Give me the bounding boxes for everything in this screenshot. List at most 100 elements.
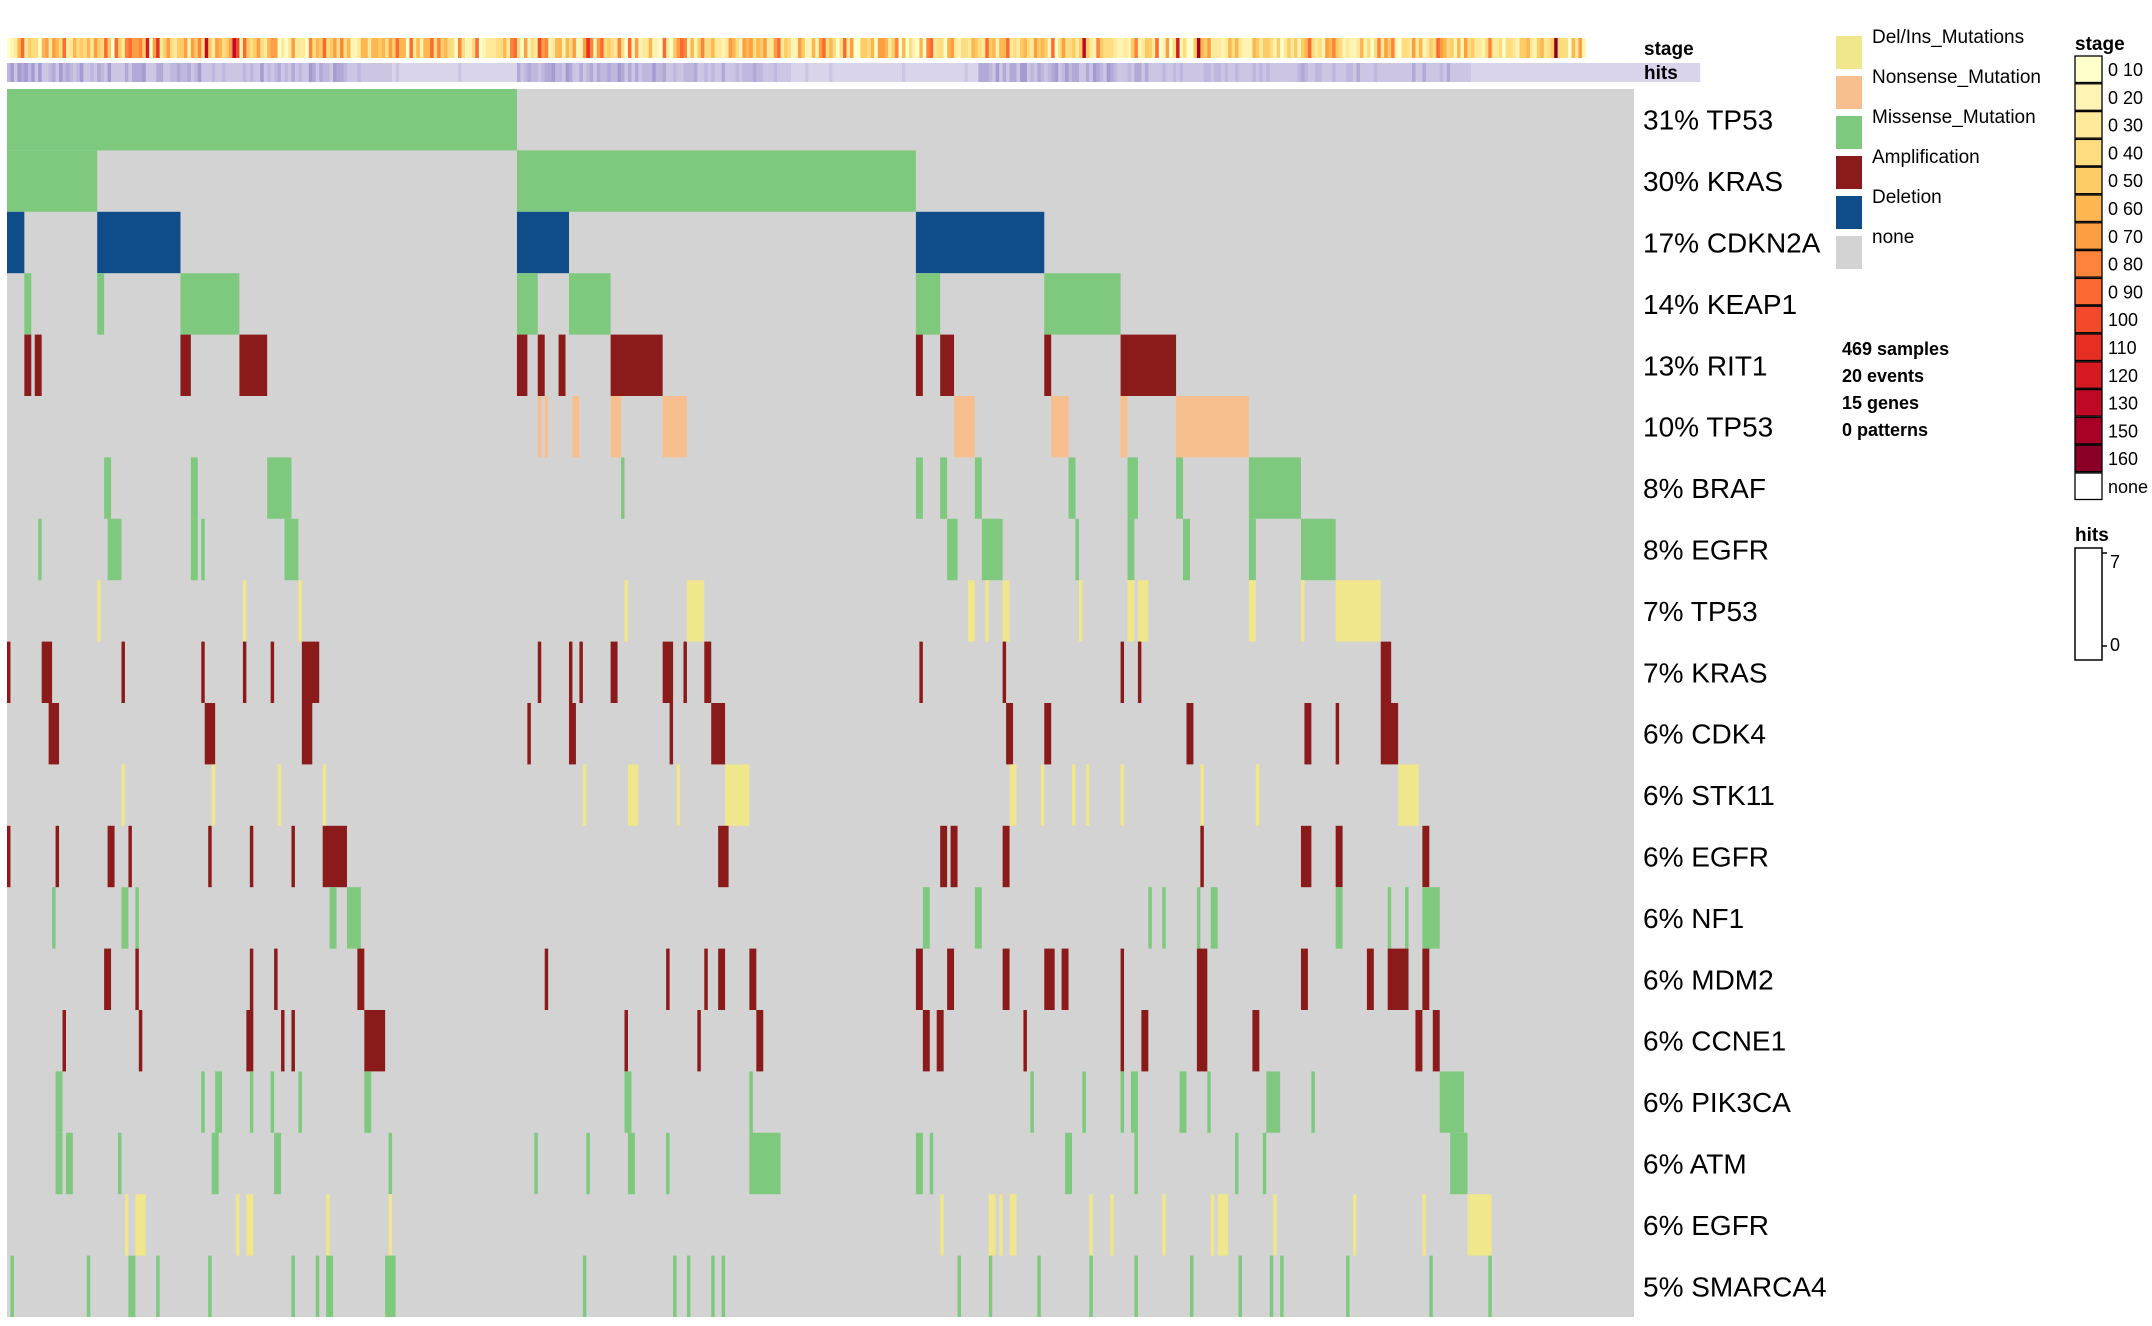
hits-cell	[1464, 63, 1468, 82]
hits-cell	[721, 63, 726, 82]
hits-cell	[752, 63, 757, 82]
matrix-cell	[1273, 1194, 1277, 1256]
stage-cell	[1030, 38, 1035, 58]
matrix-cell	[1422, 948, 1430, 1010]
stage-cell	[274, 38, 278, 58]
hits-cell	[1550, 63, 1555, 82]
matrix-cell	[1040, 764, 1045, 826]
hits-cell	[1540, 63, 1545, 82]
stage-cell	[31, 38, 36, 58]
hits-cell	[1262, 63, 1267, 82]
stage-cell	[548, 38, 552, 58]
stage-cell	[503, 38, 507, 58]
matrix-cell	[55, 825, 60, 888]
stage-cell	[38, 38, 42, 58]
matrix-cell	[1217, 1194, 1229, 1256]
hits-cell	[1564, 63, 1569, 82]
stage-cell	[749, 38, 754, 58]
matrix-cell	[586, 1132, 590, 1195]
hits-cell	[797, 63, 802, 82]
stage-cell	[1075, 38, 1080, 58]
stage-scale-label: 130	[2108, 394, 2138, 414]
hits-cell	[315, 63, 320, 82]
matrix-cell	[582, 1255, 587, 1317]
matrix-cell	[121, 887, 129, 949]
hits-cell	[1106, 63, 1111, 82]
hits-cell	[551, 63, 556, 82]
matrix-cell	[97, 211, 181, 274]
stage-cell	[596, 38, 601, 58]
matrix-cell	[246, 1194, 254, 1256]
hits-cell	[516, 63, 521, 82]
hits-cell	[270, 63, 275, 82]
matrix-cell	[1200, 764, 1204, 826]
hits-cell	[1450, 63, 1454, 82]
hits-cell	[1575, 63, 1579, 82]
hits-cell	[825, 63, 830, 82]
matrix-cell	[249, 1071, 254, 1133]
stage-scale-swatch	[2074, 83, 2103, 111]
hits-cell	[392, 63, 396, 82]
hits-cell	[1415, 63, 1420, 82]
stage-cell	[1127, 38, 1132, 58]
hits-cell	[954, 63, 958, 82]
hits-cell	[915, 63, 920, 82]
hits-cell	[1252, 63, 1257, 82]
matrix-cell	[1110, 1194, 1114, 1256]
hits-cell	[1134, 63, 1139, 82]
stage-cell	[839, 38, 844, 58]
matrix-cell	[326, 1194, 330, 1256]
stage-cell	[961, 38, 965, 58]
stage-cell	[444, 38, 448, 58]
stage-cell	[1176, 38, 1180, 58]
stage-scale-label: 0 30	[2108, 116, 2143, 136]
hits-cell	[229, 63, 233, 82]
matrix-cell	[704, 641, 712, 703]
stage-cell	[13, 38, 18, 58]
stage-cell	[433, 38, 438, 58]
stage-scale-label: 0 10	[2108, 60, 2143, 80]
hits-cell	[343, 63, 348, 82]
hits-cell	[700, 63, 705, 82]
hits-cell	[714, 63, 719, 82]
hits-cell	[253, 63, 258, 82]
stage-cell	[631, 38, 636, 58]
hits-cell	[1366, 63, 1371, 82]
matrix-cell	[915, 211, 1045, 274]
stage-cell	[652, 38, 657, 58]
stage-cell	[291, 38, 296, 58]
hits-cell	[1387, 63, 1392, 82]
stage-cell	[1269, 38, 1274, 58]
hits-cell	[1158, 63, 1163, 82]
stage-cell	[1162, 38, 1166, 58]
stage-cell	[895, 38, 899, 58]
row-label: 6% STK11	[1643, 780, 1775, 811]
stage-cell	[964, 38, 969, 58]
hits-cell	[1346, 63, 1350, 82]
hits-cell	[492, 63, 497, 82]
stage-cell	[808, 38, 813, 58]
matrix-cell	[204, 703, 216, 765]
matrix-cell	[301, 703, 313, 765]
stage-cell	[954, 38, 958, 58]
matrix-cell	[974, 457, 982, 519]
matrix-cell	[537, 396, 542, 458]
hits-cell	[1186, 63, 1191, 82]
hits-cell	[1686, 63, 1690, 82]
hits-cell	[1432, 63, 1437, 82]
hits-cell	[1287, 63, 1291, 82]
hits-cell	[294, 63, 299, 82]
stage-cell	[395, 38, 400, 58]
hits-cell	[1665, 63, 1669, 82]
stage-cell	[832, 38, 837, 58]
matrix-cell	[756, 1010, 764, 1072]
matrix-cell	[1248, 580, 1256, 642]
stage-cell	[412, 38, 417, 58]
stage-cell	[1189, 38, 1194, 58]
stage-cell	[357, 38, 362, 58]
stage-cell	[1096, 38, 1101, 58]
matrix-cell	[1089, 1194, 1093, 1256]
stage-cell	[152, 38, 157, 58]
matrix-cell	[135, 1194, 146, 1256]
hits-cell	[638, 63, 643, 82]
